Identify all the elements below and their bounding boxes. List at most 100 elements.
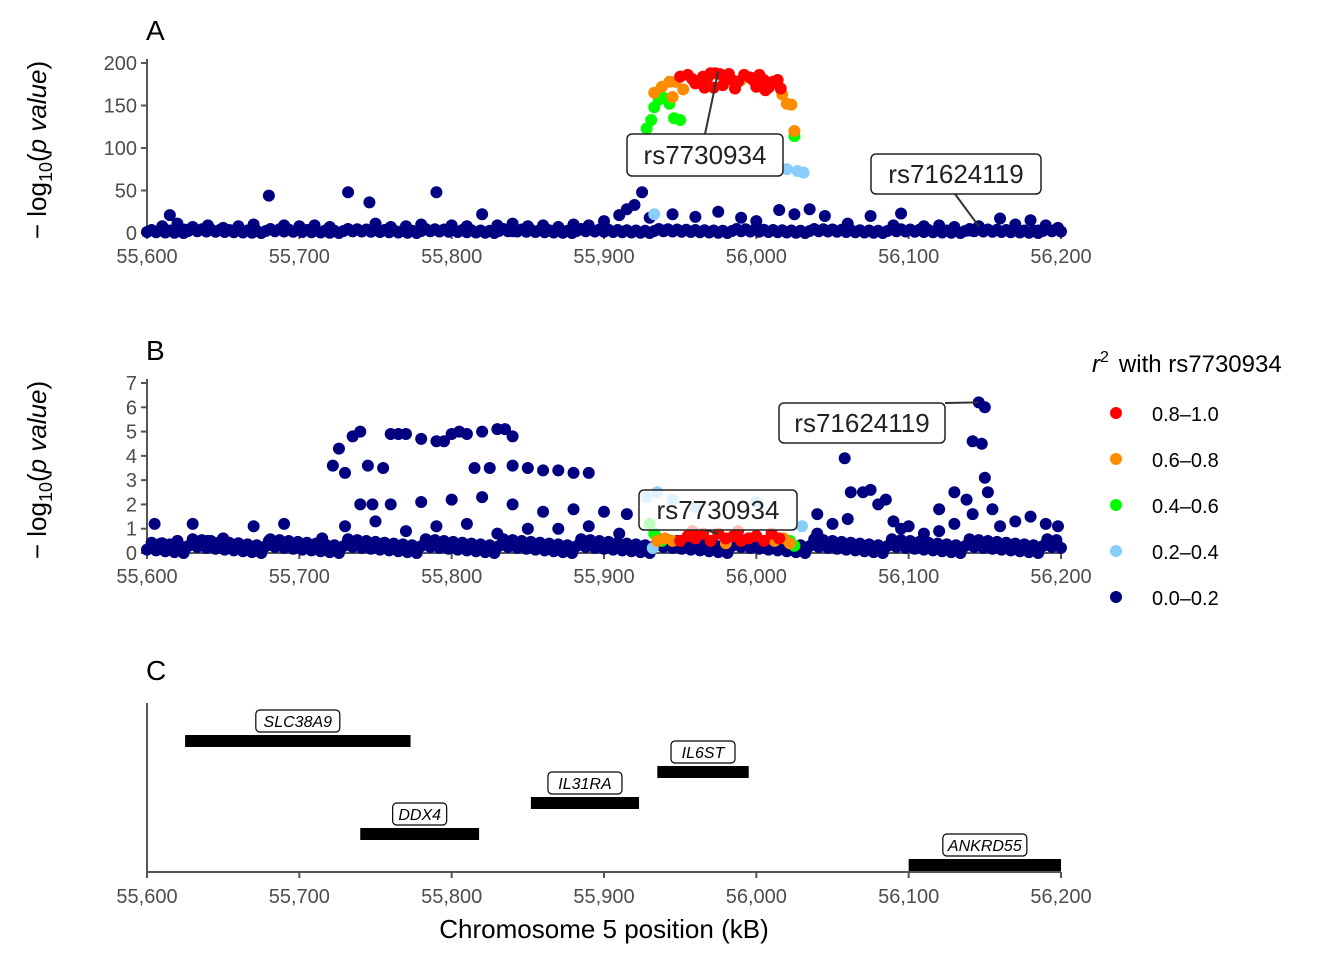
data-point [1039, 517, 1052, 530]
gene-bar [360, 828, 480, 840]
data-point [460, 517, 473, 530]
svg-text:− log10(p value): − log10(p value) [22, 381, 56, 559]
annotation-box [626, 133, 784, 177]
data-point [186, 517, 199, 530]
data-point [864, 210, 877, 222]
data-point [582, 219, 595, 232]
y-tick-label: 1 [126, 519, 137, 541]
y-tick-label: 50 [115, 181, 137, 203]
data-point [960, 493, 973, 506]
data-point [841, 217, 854, 230]
data-point [567, 503, 580, 516]
data-point [332, 442, 345, 455]
data-point [1009, 218, 1022, 231]
legend-item-label: 0.0–0.2 [1152, 588, 1219, 610]
data-point [201, 534, 214, 547]
data-point [521, 220, 534, 233]
gene-label-box [392, 802, 448, 826]
data-point [399, 220, 412, 233]
data-point [1032, 224, 1045, 237]
gene-label-box [670, 740, 736, 764]
data-point [750, 215, 763, 228]
data-point [917, 220, 930, 233]
data-point [716, 79, 729, 92]
annotation-label: rs71624119 [794, 408, 929, 438]
data-point [326, 459, 339, 472]
data-point [1009, 515, 1022, 528]
svg-text:− log10(p value): − log10(p value) [22, 61, 56, 239]
data-point [966, 508, 979, 521]
data-point [232, 537, 245, 550]
legend-item-label: 0.4–0.6 [1152, 496, 1219, 518]
x-tick-label: 56,200 [1030, 246, 1091, 268]
x-tick-label: 55,600 [116, 246, 177, 268]
data-point [156, 537, 169, 550]
data-point [689, 210, 702, 223]
data-point [948, 221, 961, 234]
data-point [759, 84, 772, 97]
x-tick-label: 55,700 [269, 886, 330, 908]
data-point [978, 401, 991, 414]
data-point [262, 189, 275, 202]
data-point [339, 466, 352, 479]
data-point [491, 219, 504, 232]
data-point [948, 486, 961, 499]
data-point [948, 517, 961, 530]
data-point [369, 217, 382, 230]
y-tick-label: 0 [126, 223, 137, 245]
panel-tag-a: A [146, 15, 165, 46]
data-point [864, 483, 877, 496]
data-point [986, 503, 999, 516]
y-tick-label: 2 [126, 494, 137, 516]
data-point [658, 224, 671, 237]
y-axis-label-a: − log10(p value) [22, 61, 56, 239]
panel-tag-b: B [146, 335, 165, 366]
annotation-label: rs7730934 [657, 495, 780, 525]
data-point [811, 508, 824, 521]
data-point [994, 212, 1007, 225]
gene-label: ANKRD55 [947, 838, 1022, 855]
data-point [750, 80, 763, 93]
data-point [698, 81, 711, 94]
annotation-leader [954, 193, 980, 227]
data-point [384, 221, 397, 234]
data-point [978, 471, 991, 484]
y-tick-label: 0 [126, 543, 137, 565]
data-point [826, 223, 839, 236]
legend-swatch [1110, 591, 1122, 603]
x-tick-label: 55,800 [421, 886, 482, 908]
data-point [552, 464, 565, 477]
panel-c-gene-track: 55,600 55,700 55,800 55,900 56,000 56,100 56,2… [116, 703, 1092, 908]
y-tick-label: 100 [104, 138, 137, 160]
x-tick-label: 55,600 [116, 566, 177, 588]
data-point [537, 219, 550, 232]
legend-swatch [1110, 453, 1122, 465]
data-point [902, 520, 915, 533]
data-point [933, 219, 946, 232]
data-point [354, 425, 367, 438]
data-point [613, 527, 626, 540]
data-point [788, 208, 801, 221]
gene-label: IL6ST [682, 745, 726, 762]
annotation-label: rs71624119 [888, 159, 1023, 189]
gene-label-box [255, 709, 341, 733]
data-point [844, 486, 857, 499]
data-point [887, 219, 900, 232]
data-point [712, 205, 725, 218]
data-point [537, 464, 550, 477]
data-point [689, 77, 702, 90]
data-point [369, 515, 382, 528]
x-tick-label: 56,200 [1030, 886, 1091, 908]
y-tick-label: 200 [104, 53, 137, 75]
data-point [811, 527, 824, 540]
data-point [445, 493, 458, 506]
data-point [278, 517, 291, 530]
annotation-box [778, 402, 946, 444]
data-point [377, 462, 390, 474]
data-point [316, 532, 329, 545]
gene-label: SLC38A9 [264, 714, 333, 731]
data-point [838, 452, 851, 465]
data-point [981, 486, 994, 499]
data-point [415, 496, 428, 508]
